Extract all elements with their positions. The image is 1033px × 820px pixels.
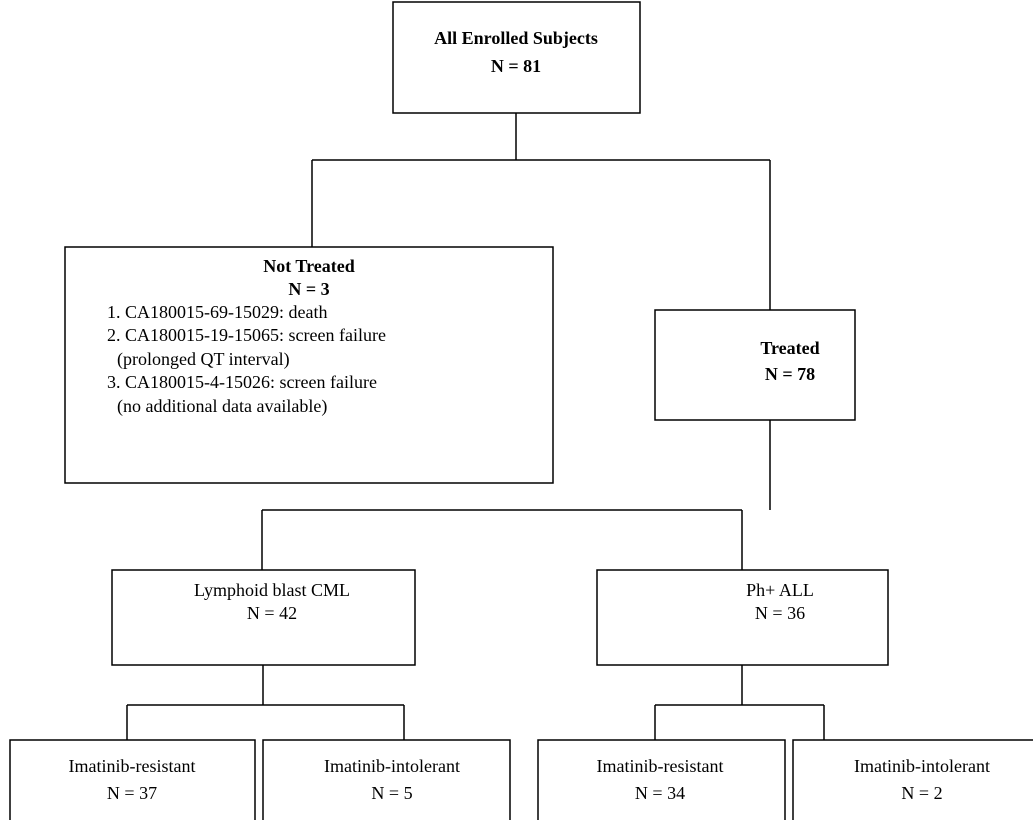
node-label: Imatinib-intolerant	[854, 756, 990, 776]
node-lymphoid: Lymphoid blast CML N = 42	[111, 569, 416, 666]
node-count: N = 34	[635, 783, 685, 803]
node-count: N = 2	[901, 783, 942, 803]
node-cml-resistant: Imatinib-resistant N = 37	[9, 739, 256, 820]
node-treated: Treated N = 78	[654, 309, 856, 421]
node-cml-intolerant: Imatinib-intolerant N = 5	[262, 739, 511, 820]
node-all-enrolled: All Enrolled Subjects N = 81	[392, 1, 641, 114]
node-count: N = 5	[371, 783, 412, 803]
node-count: N = 81	[491, 56, 541, 76]
list-item: 1. CA180015-69-15029: death	[107, 302, 327, 322]
node-all-intolerant: Imatinib-intolerant N = 2	[792, 739, 1033, 820]
node-count: N = 42	[247, 603, 297, 623]
node-count: N = 37	[107, 783, 157, 803]
node-label: Imatinib-intolerant	[324, 756, 460, 776]
node-label: Not Treated	[263, 256, 355, 276]
node-count: N = 36	[755, 603, 805, 623]
node-label: Imatinib-resistant	[69, 756, 196, 776]
list-detail: (no additional data available)	[117, 396, 327, 417]
node-label: Imatinib-resistant	[597, 756, 724, 776]
node-label: All Enrolled Subjects	[434, 28, 598, 48]
node-label: Ph+ ALL	[746, 580, 814, 600]
node-label: Lymphoid blast CML	[194, 580, 350, 600]
node-not-treated: Not Treated N = 3 1. CA180015-69-15029: …	[64, 246, 554, 484]
list-item: 2. CA180015-19-15065: screen failure	[107, 325, 386, 345]
connectors	[126, 113, 825, 740]
list-item: 3. CA180015-4-15026: screen failure	[107, 372, 377, 392]
node-label: Treated	[760, 338, 819, 358]
node-all-resistant: Imatinib-resistant N = 34	[537, 739, 786, 820]
node-count: N = 3	[288, 279, 329, 299]
list-detail: (prolonged QT interval)	[117, 349, 290, 370]
node-count: N = 78	[765, 364, 815, 384]
node-ph-all: Ph+ ALL N = 36	[596, 569, 889, 666]
